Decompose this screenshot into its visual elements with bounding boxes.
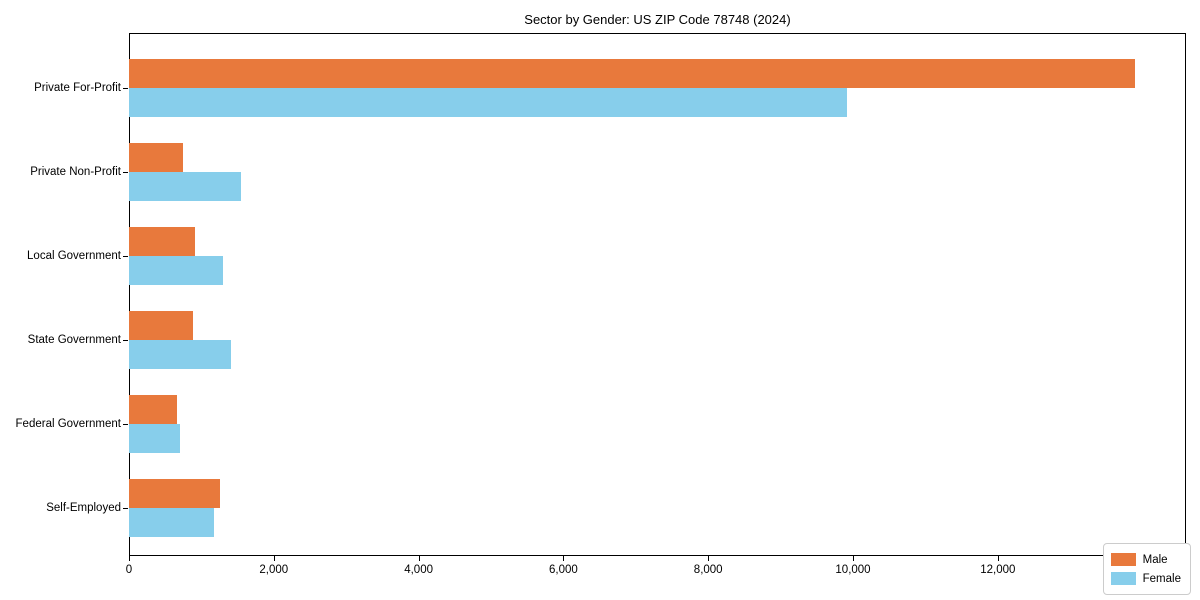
bar-female-5 — [129, 508, 215, 537]
legend-label: Male — [1142, 553, 1168, 566]
x-tick-mark — [853, 556, 854, 561]
x-tick-mark — [563, 556, 565, 561]
bar-male-5 — [129, 479, 221, 508]
bar-female-0 — [129, 88, 848, 117]
legend-entry-male: Male — [1110, 550, 1181, 569]
x-tick-label: 2,000 — [259, 564, 289, 576]
bar-male-1 — [129, 143, 183, 172]
chart-title: Sector by Gender: US ZIP Code 78748 (202… — [524, 12, 791, 27]
bar-male-4 — [129, 395, 177, 424]
bar-female-3 — [129, 340, 232, 369]
x-tick-label: 4,000 — [404, 564, 433, 576]
x-tick-label: 12,000 — [980, 564, 1016, 576]
y-tick-label: Private For-Profit — [34, 82, 121, 94]
y-tick-mark — [123, 88, 128, 89]
y-tick-label: Private Non-Profit — [30, 166, 121, 178]
y-tick-mark — [123, 256, 128, 257]
bar-female-1 — [129, 172, 242, 201]
y-tick-mark — [123, 340, 128, 341]
y-tick-label: Local Government — [27, 250, 121, 262]
x-tick-mark — [418, 556, 420, 561]
legend-swatch-female — [1110, 572, 1136, 585]
y-tick-label: State Government — [27, 334, 121, 346]
legend-entries: Male Female — [1110, 550, 1181, 588]
x-tick-mark — [997, 556, 999, 561]
legend: Male Female — [1102, 543, 1191, 595]
x-tick-label: 6,000 — [549, 564, 578, 576]
bar-female-4 — [129, 424, 180, 453]
y-tick-mark — [123, 508, 128, 509]
x-tick-mark — [273, 556, 275, 561]
x-tick-mark — [708, 556, 710, 561]
legend-label: Female — [1142, 572, 1181, 585]
y-tick-label: Self-Employed — [46, 502, 121, 514]
x-tick-label: 8,000 — [693, 564, 723, 576]
bar-female-2 — [129, 256, 224, 285]
x-tick-label: 10,000 — [835, 564, 871, 576]
y-tick-mark — [123, 172, 128, 173]
bar-male-0 — [129, 59, 1136, 88]
plot-area — [129, 33, 1186, 556]
x-tick-mark — [129, 556, 130, 561]
y-tick-mark — [123, 424, 128, 425]
legend-swatch-male — [1110, 553, 1136, 566]
bar-male-3 — [129, 311, 193, 340]
legend-entry-female: Female — [1110, 569, 1181, 588]
x-tick-label: 0 — [125, 564, 133, 576]
bar-male-2 — [129, 227, 195, 256]
y-tick-label: Federal Government — [15, 418, 121, 430]
